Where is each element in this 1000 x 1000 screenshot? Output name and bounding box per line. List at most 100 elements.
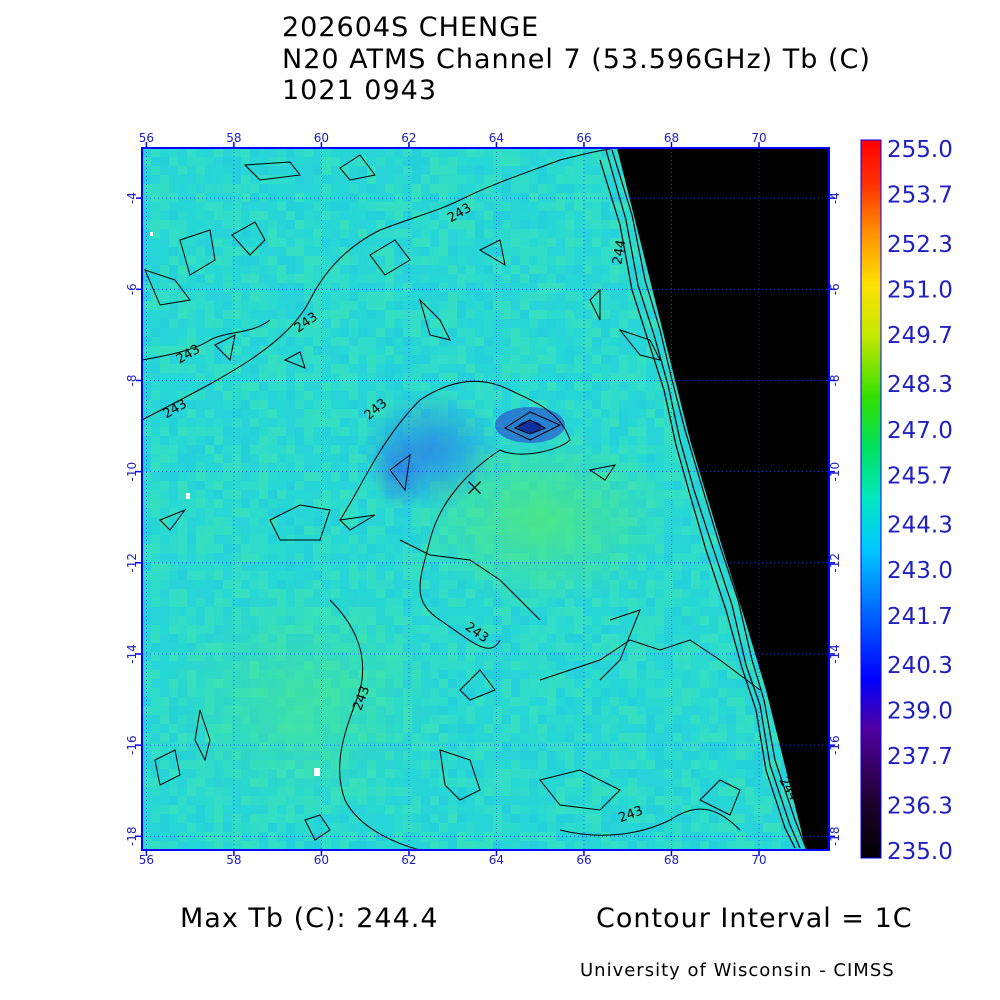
tb-pixel — [691, 454, 700, 463]
tb-pixel — [646, 715, 655, 724]
tb-pixel — [556, 247, 565, 256]
tb-pixel — [277, 400, 286, 409]
tb-pixel — [583, 355, 592, 364]
tb-pixel — [331, 238, 340, 247]
tb-pixel — [484, 715, 493, 724]
tb-pixel — [286, 436, 295, 445]
tb-pixel — [241, 247, 250, 256]
tb-pixel — [664, 661, 673, 670]
tb-pixel — [142, 661, 151, 670]
tb-pixel — [547, 148, 556, 157]
tb-pixel — [178, 616, 187, 625]
tb-pixel — [304, 301, 313, 310]
tb-pixel — [223, 427, 232, 436]
tb-pixel — [520, 670, 529, 679]
tb-pixel — [250, 454, 259, 463]
tb-pixel — [241, 436, 250, 445]
tb-pixel — [313, 175, 322, 184]
tb-pixel — [610, 166, 619, 175]
tb-pixel — [421, 580, 430, 589]
tb-pixel — [520, 625, 529, 634]
tb-pixel — [196, 310, 205, 319]
tb-pixel — [340, 157, 349, 166]
tb-pixel — [430, 346, 439, 355]
tb-pixel — [727, 670, 736, 679]
tb-pixel — [556, 283, 565, 292]
tb-pixel — [448, 283, 457, 292]
tb-pixel — [682, 643, 691, 652]
tb-pixel — [151, 148, 160, 157]
tb-pixel — [304, 508, 313, 517]
tb-pixel — [196, 535, 205, 544]
tb-pixel — [556, 616, 565, 625]
tb-pixel — [340, 409, 349, 418]
tb-pixel — [601, 247, 610, 256]
tb-pixel — [196, 499, 205, 508]
tb-pixel — [160, 301, 169, 310]
tb-pixel — [466, 652, 475, 661]
tb-pixel — [178, 589, 187, 598]
tb-pixel — [457, 598, 466, 607]
tb-pixel — [601, 364, 610, 373]
tb-pixel — [241, 418, 250, 427]
tb-pixel — [538, 715, 547, 724]
tb-pixel — [493, 679, 502, 688]
tb-pixel — [655, 418, 664, 427]
tb-pixel — [493, 148, 502, 157]
tb-pixel — [502, 292, 511, 301]
tb-pixel — [394, 337, 403, 346]
tb-pixel — [529, 301, 538, 310]
tb-pixel — [178, 526, 187, 535]
tb-pixel — [358, 499, 367, 508]
tb-pixel — [412, 616, 421, 625]
tb-pixel — [592, 310, 601, 319]
tb-pixel — [232, 247, 241, 256]
tb-pixel — [457, 202, 466, 211]
tb-pixel — [178, 301, 187, 310]
tb-pixel — [286, 418, 295, 427]
tb-pixel — [268, 364, 277, 373]
tb-pixel — [430, 274, 439, 283]
tb-pixel — [304, 553, 313, 562]
tb-pixel — [286, 409, 295, 418]
tb-pixel — [565, 724, 574, 733]
tb-pixel — [268, 382, 277, 391]
tb-pixel — [169, 319, 178, 328]
tb-pixel — [331, 175, 340, 184]
tb-pixel — [412, 589, 421, 598]
tb-pixel — [160, 463, 169, 472]
tb-pixel — [520, 607, 529, 616]
tb-pixel — [223, 328, 232, 337]
tb-pixel — [655, 328, 664, 337]
tb-pixel — [493, 670, 502, 679]
tb-pixel — [673, 436, 682, 445]
tb-pixel — [475, 292, 484, 301]
tb-pixel — [250, 553, 259, 562]
tb-pixel — [610, 292, 619, 301]
tb-pixel — [457, 184, 466, 193]
tb-pixel — [619, 382, 628, 391]
tb-pixel — [430, 220, 439, 229]
tb-pixel — [466, 364, 475, 373]
tb-pixel — [322, 544, 331, 553]
tb-pixel — [439, 184, 448, 193]
tb-pixel — [484, 229, 493, 238]
tb-pixel — [592, 382, 601, 391]
tb-pixel — [394, 310, 403, 319]
tb-pixel — [277, 301, 286, 310]
tb-pixel — [205, 427, 214, 436]
tb-pixel — [439, 193, 448, 202]
tb-pixel — [322, 184, 331, 193]
tb-pixel — [475, 364, 484, 373]
tb-pixel — [187, 157, 196, 166]
tb-pixel — [475, 193, 484, 202]
tb-pixel — [196, 418, 205, 427]
tb-pixel — [520, 715, 529, 724]
tb-pixel — [331, 544, 340, 553]
tb-pixel — [511, 661, 520, 670]
tb-pixel — [664, 436, 673, 445]
tb-pixel — [655, 589, 664, 598]
tb-pixel — [349, 517, 358, 526]
tb-pixel — [331, 391, 340, 400]
tb-pixel — [358, 562, 367, 571]
